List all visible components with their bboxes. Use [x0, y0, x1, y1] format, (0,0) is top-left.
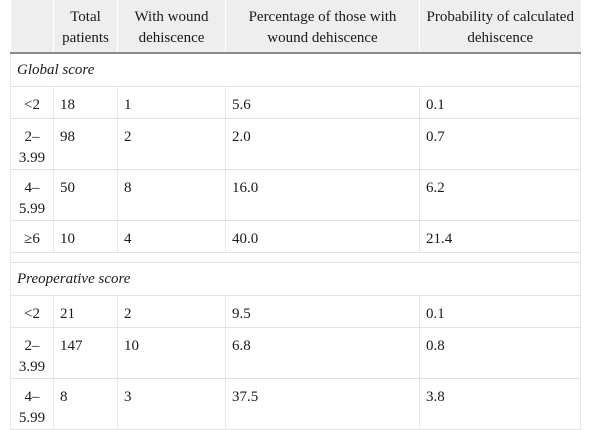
- header-row: Total patients With wound dehiscence Per…: [10, 0, 581, 54]
- cell-score-range: 4–5.99: [10, 378, 54, 430]
- cell-percentage: 9.5: [225, 295, 420, 328]
- spacer-cell: [10, 252, 581, 263]
- cell-total-patients: 18: [53, 86, 118, 119]
- table-row: 2–3.99 98 2 2.0 0.7: [10, 118, 581, 170]
- table-row: <2 21 2 9.5 0.1: [10, 295, 581, 328]
- cell-score-range: 2–3.99: [10, 327, 54, 379]
- cell-with-dehiscence: 4: [117, 220, 226, 253]
- cell-score-range: <2: [10, 295, 54, 328]
- cell-with-dehiscence: 3: [117, 378, 226, 430]
- cell-percentage: 5.6: [225, 86, 420, 119]
- cell-probability: 6.2: [419, 169, 581, 221]
- cell-total-patients: 50: [53, 169, 118, 221]
- header-total-patients: Total patients: [53, 0, 118, 54]
- section-row-preoperative: Preoperative score: [10, 262, 581, 296]
- cell-with-dehiscence: 10: [117, 327, 226, 379]
- cell-with-dehiscence: 2: [117, 295, 226, 328]
- header-percentage: Percentage of those with wound dehiscenc…: [225, 0, 420, 54]
- cell-probability: 0.1: [419, 295, 581, 328]
- header-with-dehiscence: With wound dehiscence: [117, 0, 226, 54]
- dehiscence-score-table: Total patients With wound dehiscence Per…: [10, 0, 581, 430]
- section-title: Global score: [10, 53, 581, 87]
- table-row: <2 18 1 5.6 0.1: [10, 86, 581, 119]
- cell-with-dehiscence: 1: [117, 86, 226, 119]
- table-row: ≥6 10 4 40.0 21.4: [10, 220, 581, 253]
- cell-probability: 3.8: [419, 378, 581, 430]
- cell-total-patients: 10: [53, 220, 118, 253]
- cell-total-patients: 98: [53, 118, 118, 170]
- cell-total-patients: 21: [53, 295, 118, 328]
- section-title: Preoperative score: [10, 262, 581, 296]
- cell-total-patients: 8: [53, 378, 118, 430]
- cell-with-dehiscence: 8: [117, 169, 226, 221]
- table-row: 2–3.99 147 10 6.8 0.8: [10, 327, 581, 379]
- cell-percentage: 37.5: [225, 378, 420, 430]
- cell-score-range: ≥6: [10, 220, 54, 253]
- cell-percentage: 16.0: [225, 169, 420, 221]
- section-row-global: Global score: [10, 53, 581, 87]
- table-row: 4–5.99 50 8 16.0 6.2: [10, 169, 581, 221]
- cell-score-range: 2–3.99: [10, 118, 54, 170]
- cell-percentage: 2.0: [225, 118, 420, 170]
- header-probability: Probability of calculated dehiscence: [419, 0, 581, 54]
- table-row: 4–5.99 8 3 37.5 3.8: [10, 378, 581, 430]
- cell-probability: 0.8: [419, 327, 581, 379]
- cell-percentage: 6.8: [225, 327, 420, 379]
- cell-percentage: 40.0: [225, 220, 420, 253]
- cell-probability: 0.1: [419, 86, 581, 119]
- header-score-range: [10, 0, 54, 54]
- cell-with-dehiscence: 2: [117, 118, 226, 170]
- cell-probability: 21.4: [419, 220, 581, 253]
- cell-score-range: <2: [10, 86, 54, 119]
- section-spacer: [10, 252, 581, 263]
- cell-probability: 0.7: [419, 118, 581, 170]
- cell-total-patients: 147: [53, 327, 118, 379]
- cell-score-range: 4–5.99: [10, 169, 54, 221]
